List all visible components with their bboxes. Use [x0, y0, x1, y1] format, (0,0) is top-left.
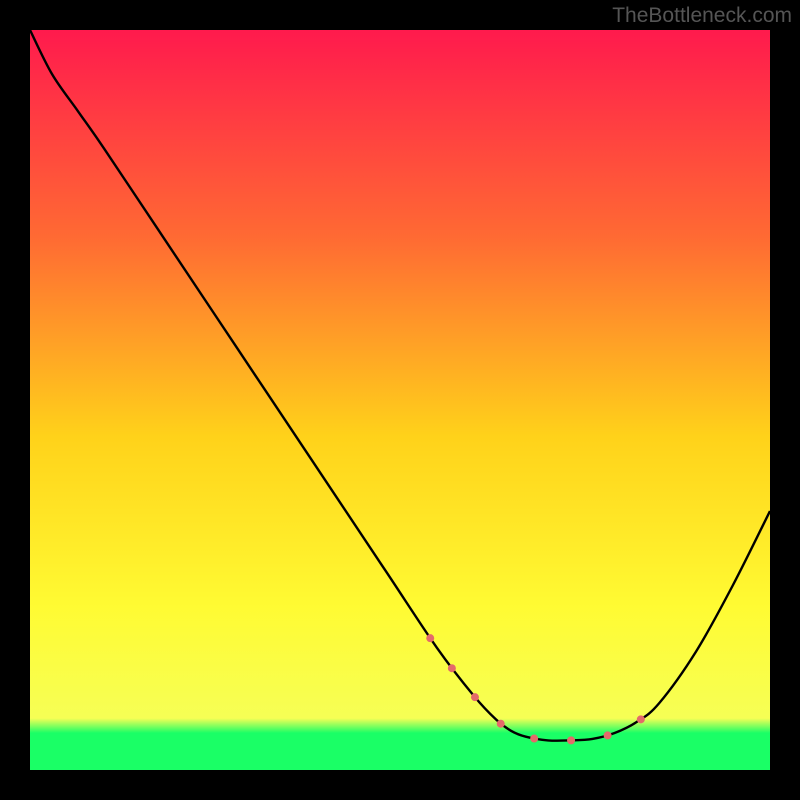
highlight-dot: [426, 634, 434, 642]
highlight-dot: [567, 736, 575, 744]
chart-plot-area: [30, 30, 770, 770]
highlight-dot: [448, 664, 456, 672]
highlight-dot: [471, 693, 479, 701]
highlight-dots: [426, 634, 645, 744]
watermark-text: TheBottleneck.com: [612, 4, 792, 28]
highlight-dot: [637, 715, 645, 723]
highlight-dot: [497, 720, 505, 728]
highlight-dot: [604, 731, 612, 739]
chart-svg-overlay: [30, 30, 770, 770]
bottleneck-curve: [30, 30, 770, 741]
highlight-dot: [530, 735, 538, 743]
